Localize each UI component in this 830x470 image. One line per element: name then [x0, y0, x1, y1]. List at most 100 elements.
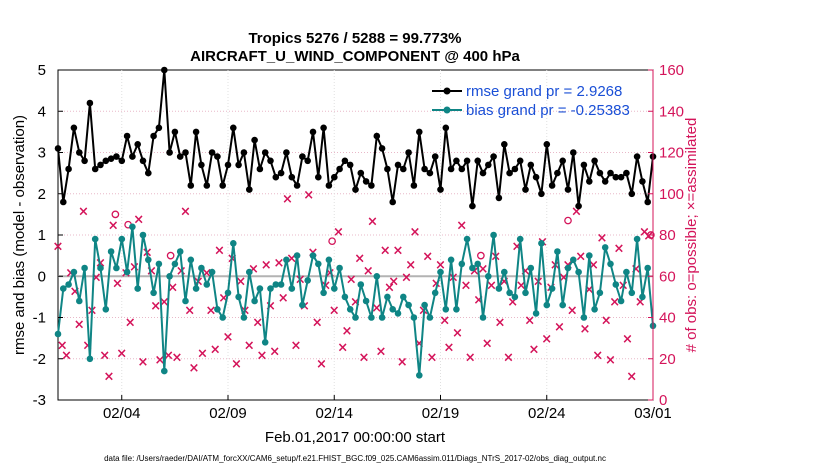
obs-assimilated-marker: × [444, 340, 455, 355]
obs-assimilated-marker: × [422, 250, 433, 265]
obs-assimilated-marker: × [146, 264, 157, 279]
bias-point [277, 281, 285, 288]
bias-point [219, 314, 226, 321]
rmse-point [134, 141, 141, 148]
left-tick-label: 1 [38, 227, 46, 244]
left-tick-label: -2 [33, 351, 46, 368]
rmse-point [633, 153, 641, 160]
obs-assimilated-marker: × [176, 264, 187, 279]
rmse-point [161, 66, 168, 74]
left-tick-label: 5 [38, 62, 46, 79]
obs-assimilated-marker: × [159, 295, 170, 310]
obs-assimilated-marker: × [367, 215, 378, 230]
bias-point [400, 293, 407, 301]
obs-assimilated-marker: × [248, 262, 259, 277]
rmse-point [60, 198, 67, 206]
obs-assimilated-marker: × [495, 316, 506, 331]
rmse-point [192, 128, 200, 136]
series-lines [54, 66, 657, 379]
left-axis-ticks: -3 -2 -1 0 1 2 3 4 5 [33, 62, 63, 409]
obs-assimilated-marker: × [286, 252, 297, 267]
obs-assimilated-marker: × [486, 279, 497, 294]
bias-point [410, 314, 418, 321]
rmse-point [575, 202, 582, 210]
bias-point [474, 260, 482, 268]
obs-assimilated-marker: × [155, 353, 166, 368]
bias-point [176, 248, 184, 255]
obs-assimilated-marker: × [197, 347, 208, 362]
obs-assimilated-marker: × [507, 295, 518, 310]
bias-point [633, 235, 641, 243]
obs-possible-marker [647, 231, 655, 239]
obs-assimilated-marker: × [405, 258, 416, 273]
obs-assimilated-marker: × [512, 239, 523, 254]
bias-point [208, 268, 216, 276]
right-tick-label: 100 [659, 186, 684, 203]
bias-point [394, 310, 402, 317]
x-tick-label: 02/04 [103, 405, 141, 422]
obs-possible-marker [477, 251, 485, 260]
obs-assimilated-marker: × [163, 349, 174, 364]
rmse-point [564, 186, 572, 193]
obs-assimilated-marker: × [588, 258, 599, 273]
bias-point [251, 297, 258, 305]
obs-assimilated-marker: × [431, 276, 442, 291]
bias-point [580, 314, 588, 321]
bias-point [331, 285, 338, 292]
rmse-point [485, 161, 492, 169]
bias-point [118, 235, 126, 243]
right-tick-label: 140 [659, 103, 684, 120]
bias-point [644, 264, 651, 272]
bias-point [315, 260, 322, 268]
rmse-point [70, 124, 78, 132]
bias-point [341, 293, 349, 301]
obs-assimilated-marker: × [516, 279, 527, 294]
rmse-point [97, 161, 104, 169]
bias-point [458, 260, 466, 268]
rmse-point [91, 165, 99, 173]
bias-point [293, 252, 301, 259]
rmse-point [139, 157, 147, 165]
bias-point [65, 281, 72, 288]
obs-assimilated-marker: × [427, 351, 438, 366]
rmse-point [277, 169, 285, 177]
bias-point [538, 240, 545, 247]
obs-possible-marker [328, 237, 336, 246]
obs-assimilated-marker: × [180, 204, 191, 219]
bias-point [570, 256, 577, 264]
bias-point [198, 264, 205, 272]
rmse-point [208, 149, 216, 156]
obs-assimilated-marker: × [439, 314, 450, 329]
rmse-point [644, 198, 651, 206]
bias-point [447, 256, 455, 264]
rmse-point [389, 198, 397, 206]
obs-assimilated-marker: × [626, 369, 637, 384]
rmse-point [219, 182, 226, 189]
bias-point [362, 297, 370, 305]
rmse-point [405, 149, 412, 156]
rmse-point [203, 182, 211, 189]
rmse-point [527, 161, 535, 169]
rmse-point [368, 182, 375, 189]
rmse-point [129, 153, 136, 160]
obs-assimilated-marker: × [312, 316, 323, 331]
obs-assimilated-marker: × [316, 357, 327, 372]
rmse-point [187, 182, 195, 189]
right-tick-label: 120 [659, 145, 684, 162]
right-tick-label: 0 [659, 392, 667, 409]
obs-assimilated-marker: × [278, 291, 289, 306]
obs-assimilated-marker: × [414, 336, 425, 351]
rmse-point [538, 190, 545, 198]
rmse-point [570, 149, 577, 156]
rmse-point [256, 165, 264, 173]
bias-point [607, 260, 614, 268]
bias-point [171, 260, 179, 268]
obs-assimilated-marker: × [452, 326, 463, 341]
rmse-point [86, 99, 94, 107]
rmse-point [331, 173, 338, 181]
obs-assimilated-marker: × [223, 330, 234, 345]
bias-point [426, 314, 434, 321]
obs-assimilated-marker: × [74, 318, 85, 333]
bias-point [548, 285, 556, 292]
rmse-point [230, 124, 237, 132]
